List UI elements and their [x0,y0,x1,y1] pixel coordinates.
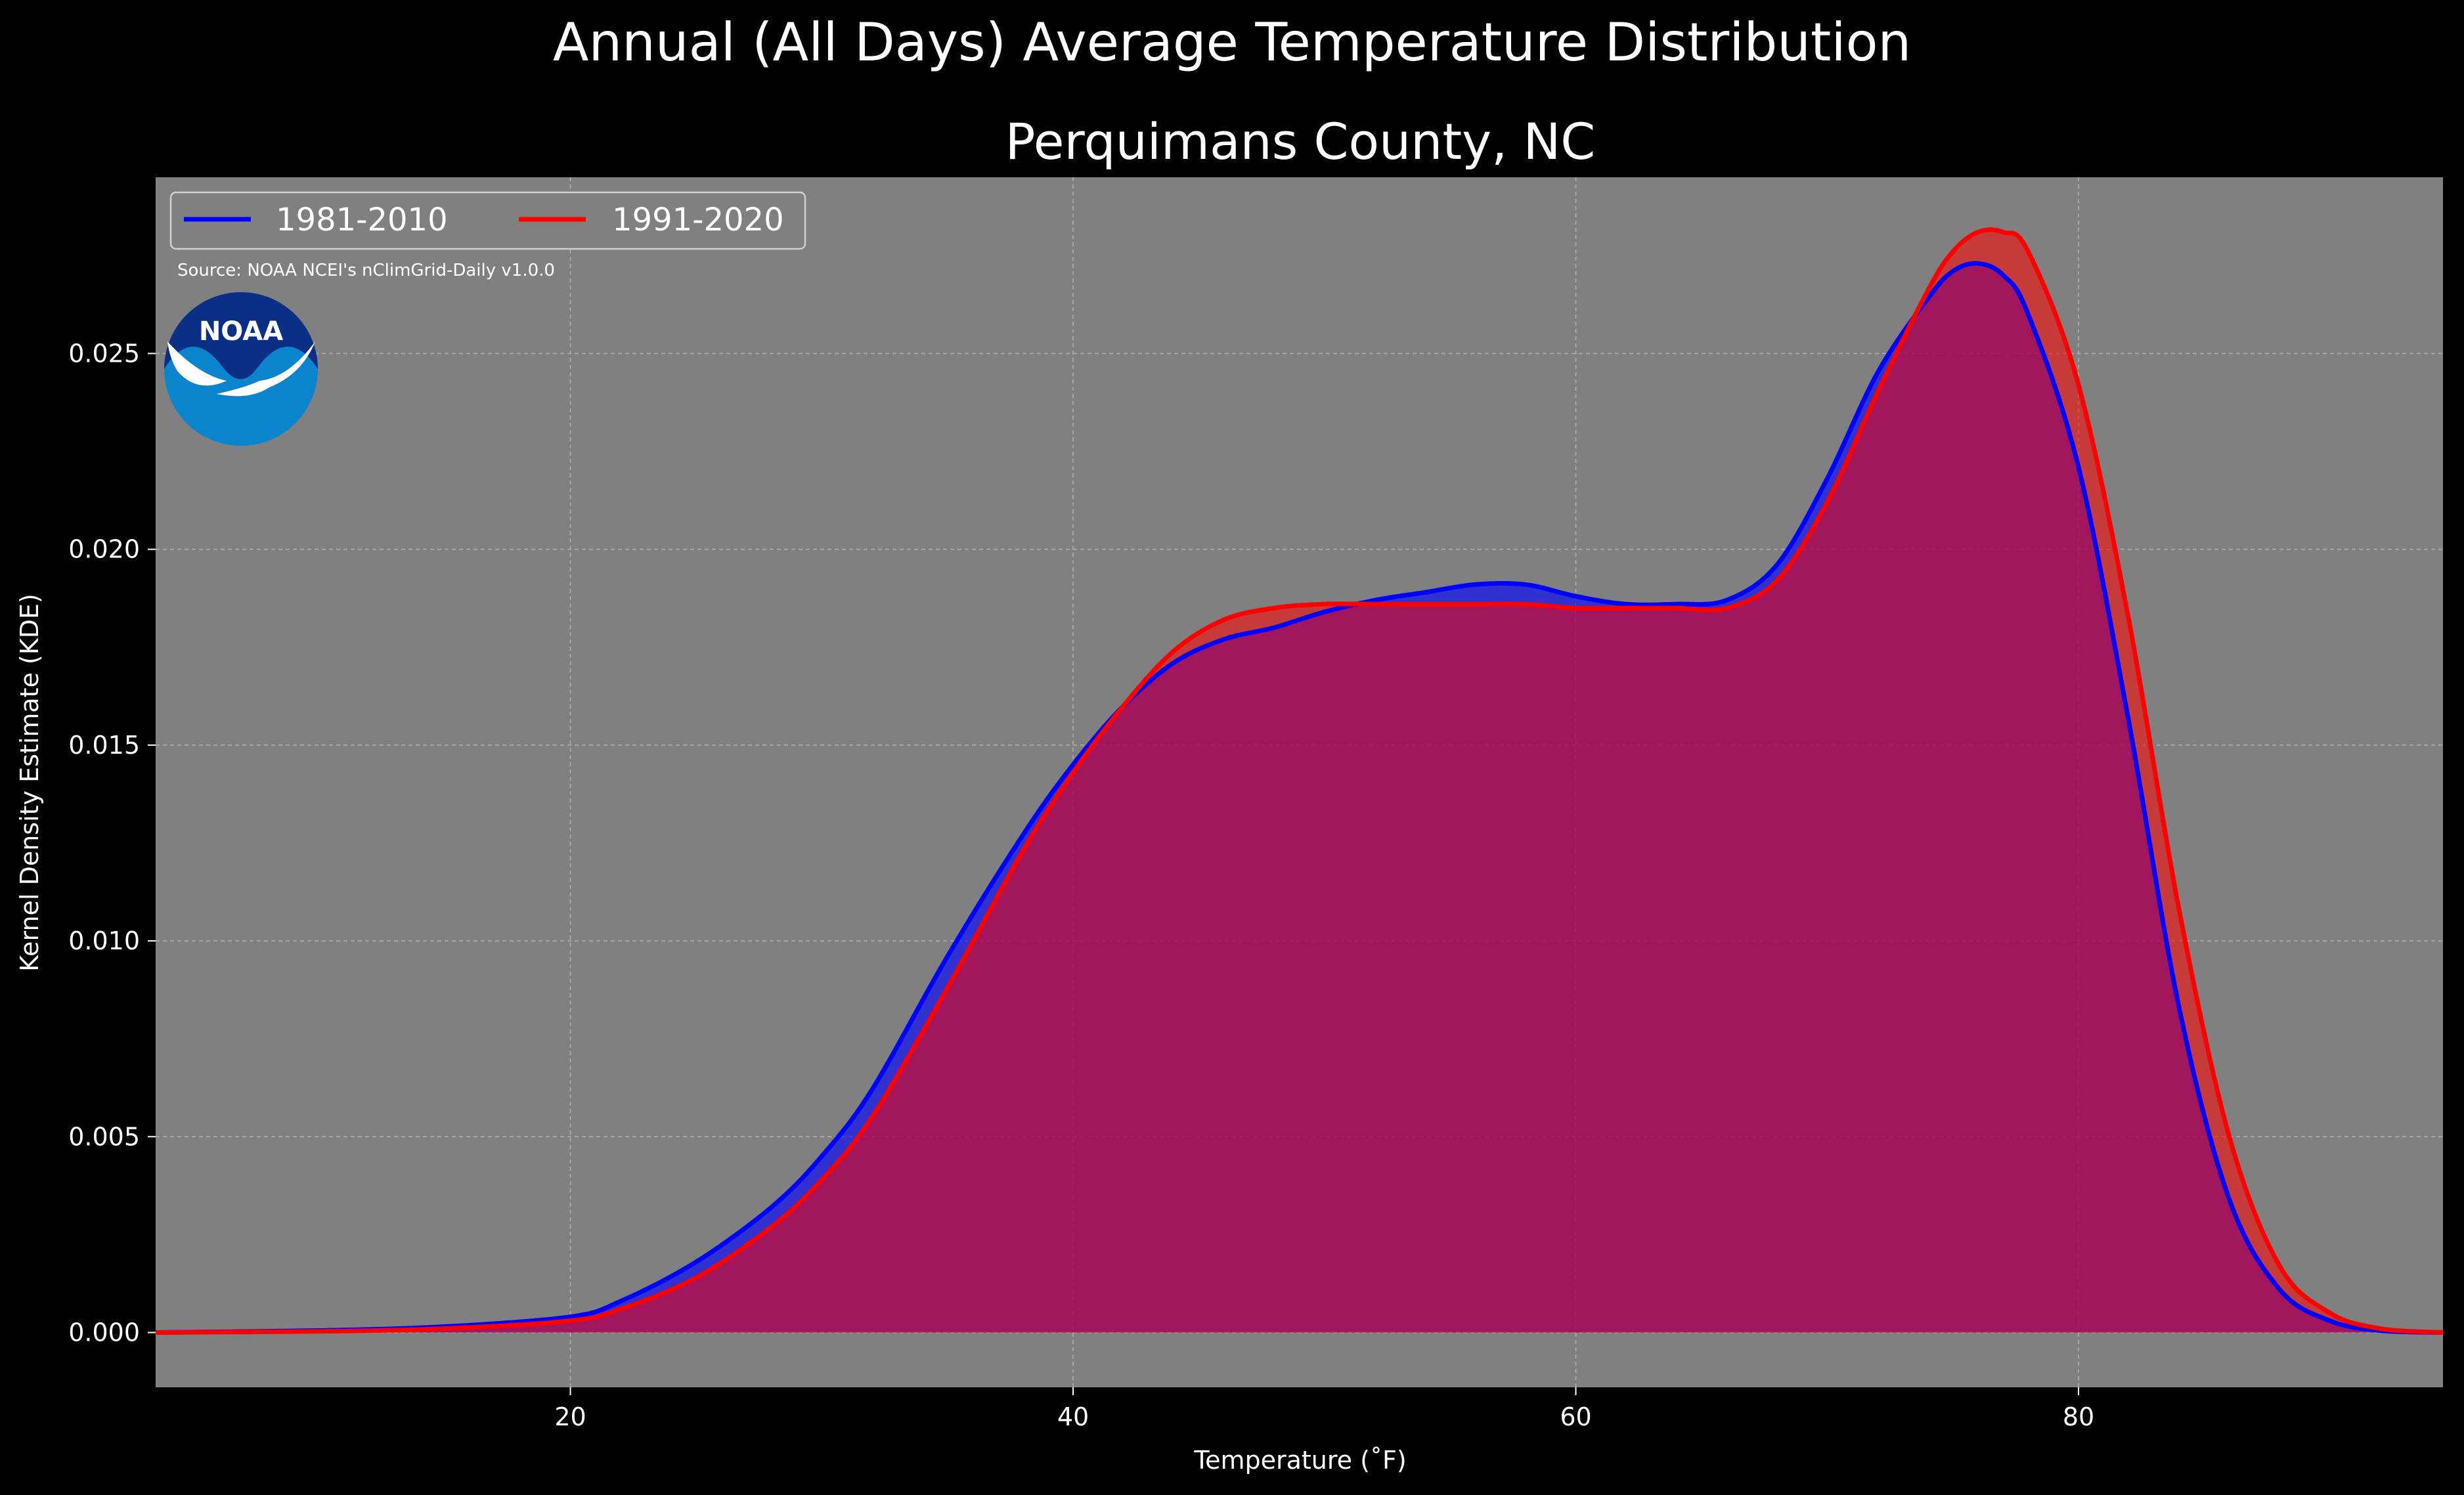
legend: 1981-2010 1991-2020 [169,191,806,250]
y-tick-label: 0.025 [68,339,140,368]
legend-box [169,191,806,250]
x-tick-label: 60 [1560,1402,1591,1431]
series-line-1981-2010 [155,261,2444,1335]
y-axis: 0.000 0.005 0.010 0.015 0.020 0.025 [68,339,156,1347]
chart-suptitle: Annual (All Days) Average Temperature Di… [553,12,1911,73]
series-fill-1991-2020 [156,229,2443,1333]
legend-label-1981-2010: 1981-2010 [276,202,448,238]
x-axis-label: Temperature (˚F) [1193,1446,1406,1475]
series-layer [155,227,2444,1335]
y-tick-label: 0.000 [68,1318,140,1347]
x-tick-label: 80 [2063,1402,2094,1431]
y-tick-label: 0.020 [68,535,140,564]
x-axis: 20 40 60 80 [554,1387,2094,1431]
source-note: Source: NOAA NCEI's nClimGrid-Daily v1.0… [177,261,555,280]
noaa-logo-text: NOAA [199,316,283,347]
y-axis-label: Kernel Density Estimate (KDE) [15,594,44,972]
noaa-logo: NOAA [164,292,318,446]
x-tick-label: 40 [1057,1402,1089,1431]
y-tick-label: 0.015 [68,731,140,760]
series-line-1991-2020 [155,227,2444,1335]
y-tick-label: 0.010 [68,926,140,955]
chart-subtitle: Perquimans County, NC [1005,112,1596,171]
y-tick-label: 0.005 [68,1122,140,1151]
legend-label-1991-2020: 1991-2020 [612,202,784,238]
x-tick-label: 20 [554,1402,586,1431]
